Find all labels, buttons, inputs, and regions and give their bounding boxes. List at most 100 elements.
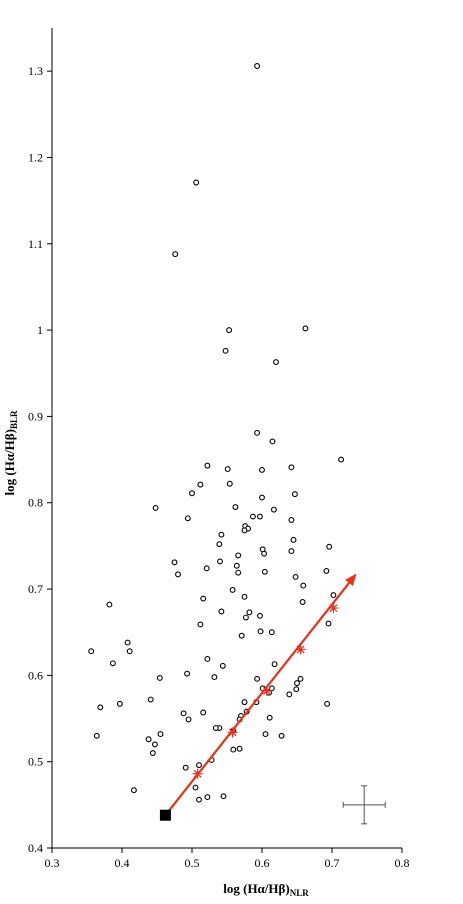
- data-point: [259, 494, 265, 501]
- data-point: [290, 536, 297, 543]
- data-point: [204, 462, 211, 469]
- data-point: [124, 639, 131, 646]
- data-markers: [88, 63, 386, 825]
- data-point: [254, 675, 261, 682]
- y-tick-label: 0.9: [28, 409, 43, 423]
- data-point: [171, 559, 178, 566]
- trend-arrow-head: [345, 573, 357, 587]
- data-point: [241, 593, 248, 600]
- data-point: [241, 527, 248, 534]
- y-tick-label: 1.3: [28, 64, 43, 78]
- data-point: [325, 620, 332, 627]
- data-point: [288, 464, 295, 471]
- data-point: [185, 716, 192, 723]
- data-point: [130, 787, 137, 794]
- data-point: [235, 569, 242, 576]
- data-point: [302, 325, 309, 332]
- data-point: [106, 601, 113, 608]
- data-point: [151, 741, 158, 748]
- data-point: [204, 794, 211, 801]
- data-point: [254, 63, 261, 69]
- data-point: [269, 438, 276, 445]
- data-point: [226, 480, 233, 487]
- data-point: [326, 543, 333, 550]
- data-point: [256, 612, 263, 619]
- y-tick-label: 0.8: [28, 496, 43, 510]
- data-point: [149, 750, 156, 757]
- data-point: [257, 628, 264, 635]
- data-point: [204, 656, 211, 662]
- data-point: [288, 548, 295, 555]
- data-point: [262, 731, 269, 738]
- data-point: [259, 466, 265, 473]
- data-point: [88, 648, 95, 655]
- x-tick-label: 0.7: [325, 856, 340, 870]
- data-point: [180, 710, 187, 717]
- data-point: [175, 571, 181, 578]
- data-point: [189, 490, 195, 497]
- data-point: [291, 491, 298, 498]
- data-point: [220, 793, 227, 800]
- data-point: [261, 568, 268, 575]
- data-point: [300, 582, 307, 589]
- y-tick-label: 0.7: [28, 582, 43, 596]
- data-point: [184, 515, 191, 522]
- data-point: [273, 359, 279, 365]
- x-axis-title-main: log (Hα/Hβ): [223, 881, 289, 896]
- data-point: [200, 595, 207, 602]
- trend-star-marker: [227, 727, 238, 738]
- data-point: [230, 746, 237, 753]
- data-point: [293, 686, 300, 693]
- data-point: [197, 481, 204, 488]
- data-point: [216, 541, 223, 548]
- y-tick-label: 1: [37, 323, 43, 337]
- data-point: [116, 700, 123, 707]
- data-point: [126, 648, 133, 655]
- data-point: [323, 567, 330, 574]
- x-tick-label: 0.5: [185, 856, 200, 870]
- data-point: [193, 179, 200, 186]
- data-point: [184, 670, 191, 677]
- data-point: [235, 552, 242, 559]
- data-point: [292, 574, 299, 580]
- data-point: [266, 714, 273, 721]
- data-point: [222, 347, 229, 354]
- data-point: [299, 599, 306, 605]
- data-point: [271, 661, 278, 668]
- data-point: [219, 662, 226, 669]
- y-tick-label: 0.4: [28, 841, 43, 855]
- trend-star-marker: [328, 603, 339, 614]
- data-point: [288, 517, 295, 523]
- trend-star-marker: [295, 644, 306, 655]
- data-point: [196, 762, 202, 769]
- y-tick-label: 1.1: [28, 237, 43, 251]
- data-point: [197, 621, 204, 628]
- data-point: [200, 709, 207, 716]
- plot-frame: [51, 28, 402, 849]
- y-tick-label: 0.5: [28, 755, 43, 769]
- data-point: [249, 513, 256, 520]
- start-square-marker: [159, 809, 171, 821]
- trend-arrow-line: [164, 582, 350, 816]
- data-point: [218, 608, 225, 615]
- x-ticks: 0.3 0.4 0.5 0.6 0.7 0.8: [45, 848, 410, 870]
- data-point: [270, 506, 277, 513]
- y-axis-title: log (Hα/Hβ)BLR: [2, 410, 19, 495]
- data-point: [324, 700, 331, 707]
- y-axis-title-main: log (Hα/Hβ): [2, 429, 17, 495]
- trend-star-marker: [261, 685, 272, 696]
- data-point: [196, 796, 202, 803]
- data-point: [212, 725, 219, 731]
- data-point: [217, 558, 223, 565]
- data-point: [145, 736, 152, 743]
- y-axis-title-sub: BLR: [9, 410, 19, 429]
- data-point: [224, 466, 231, 473]
- data-point: [338, 456, 345, 463]
- data-point: [109, 660, 116, 667]
- data-point: [330, 592, 337, 599]
- y-tick-label: 1.2: [28, 150, 43, 164]
- data-point: [238, 632, 245, 639]
- data-point: [256, 513, 263, 520]
- y-ticks: 0.4 0.5 0.6 0.7 0.8 0.9 1 1.1 1.2 1.3: [28, 64, 52, 855]
